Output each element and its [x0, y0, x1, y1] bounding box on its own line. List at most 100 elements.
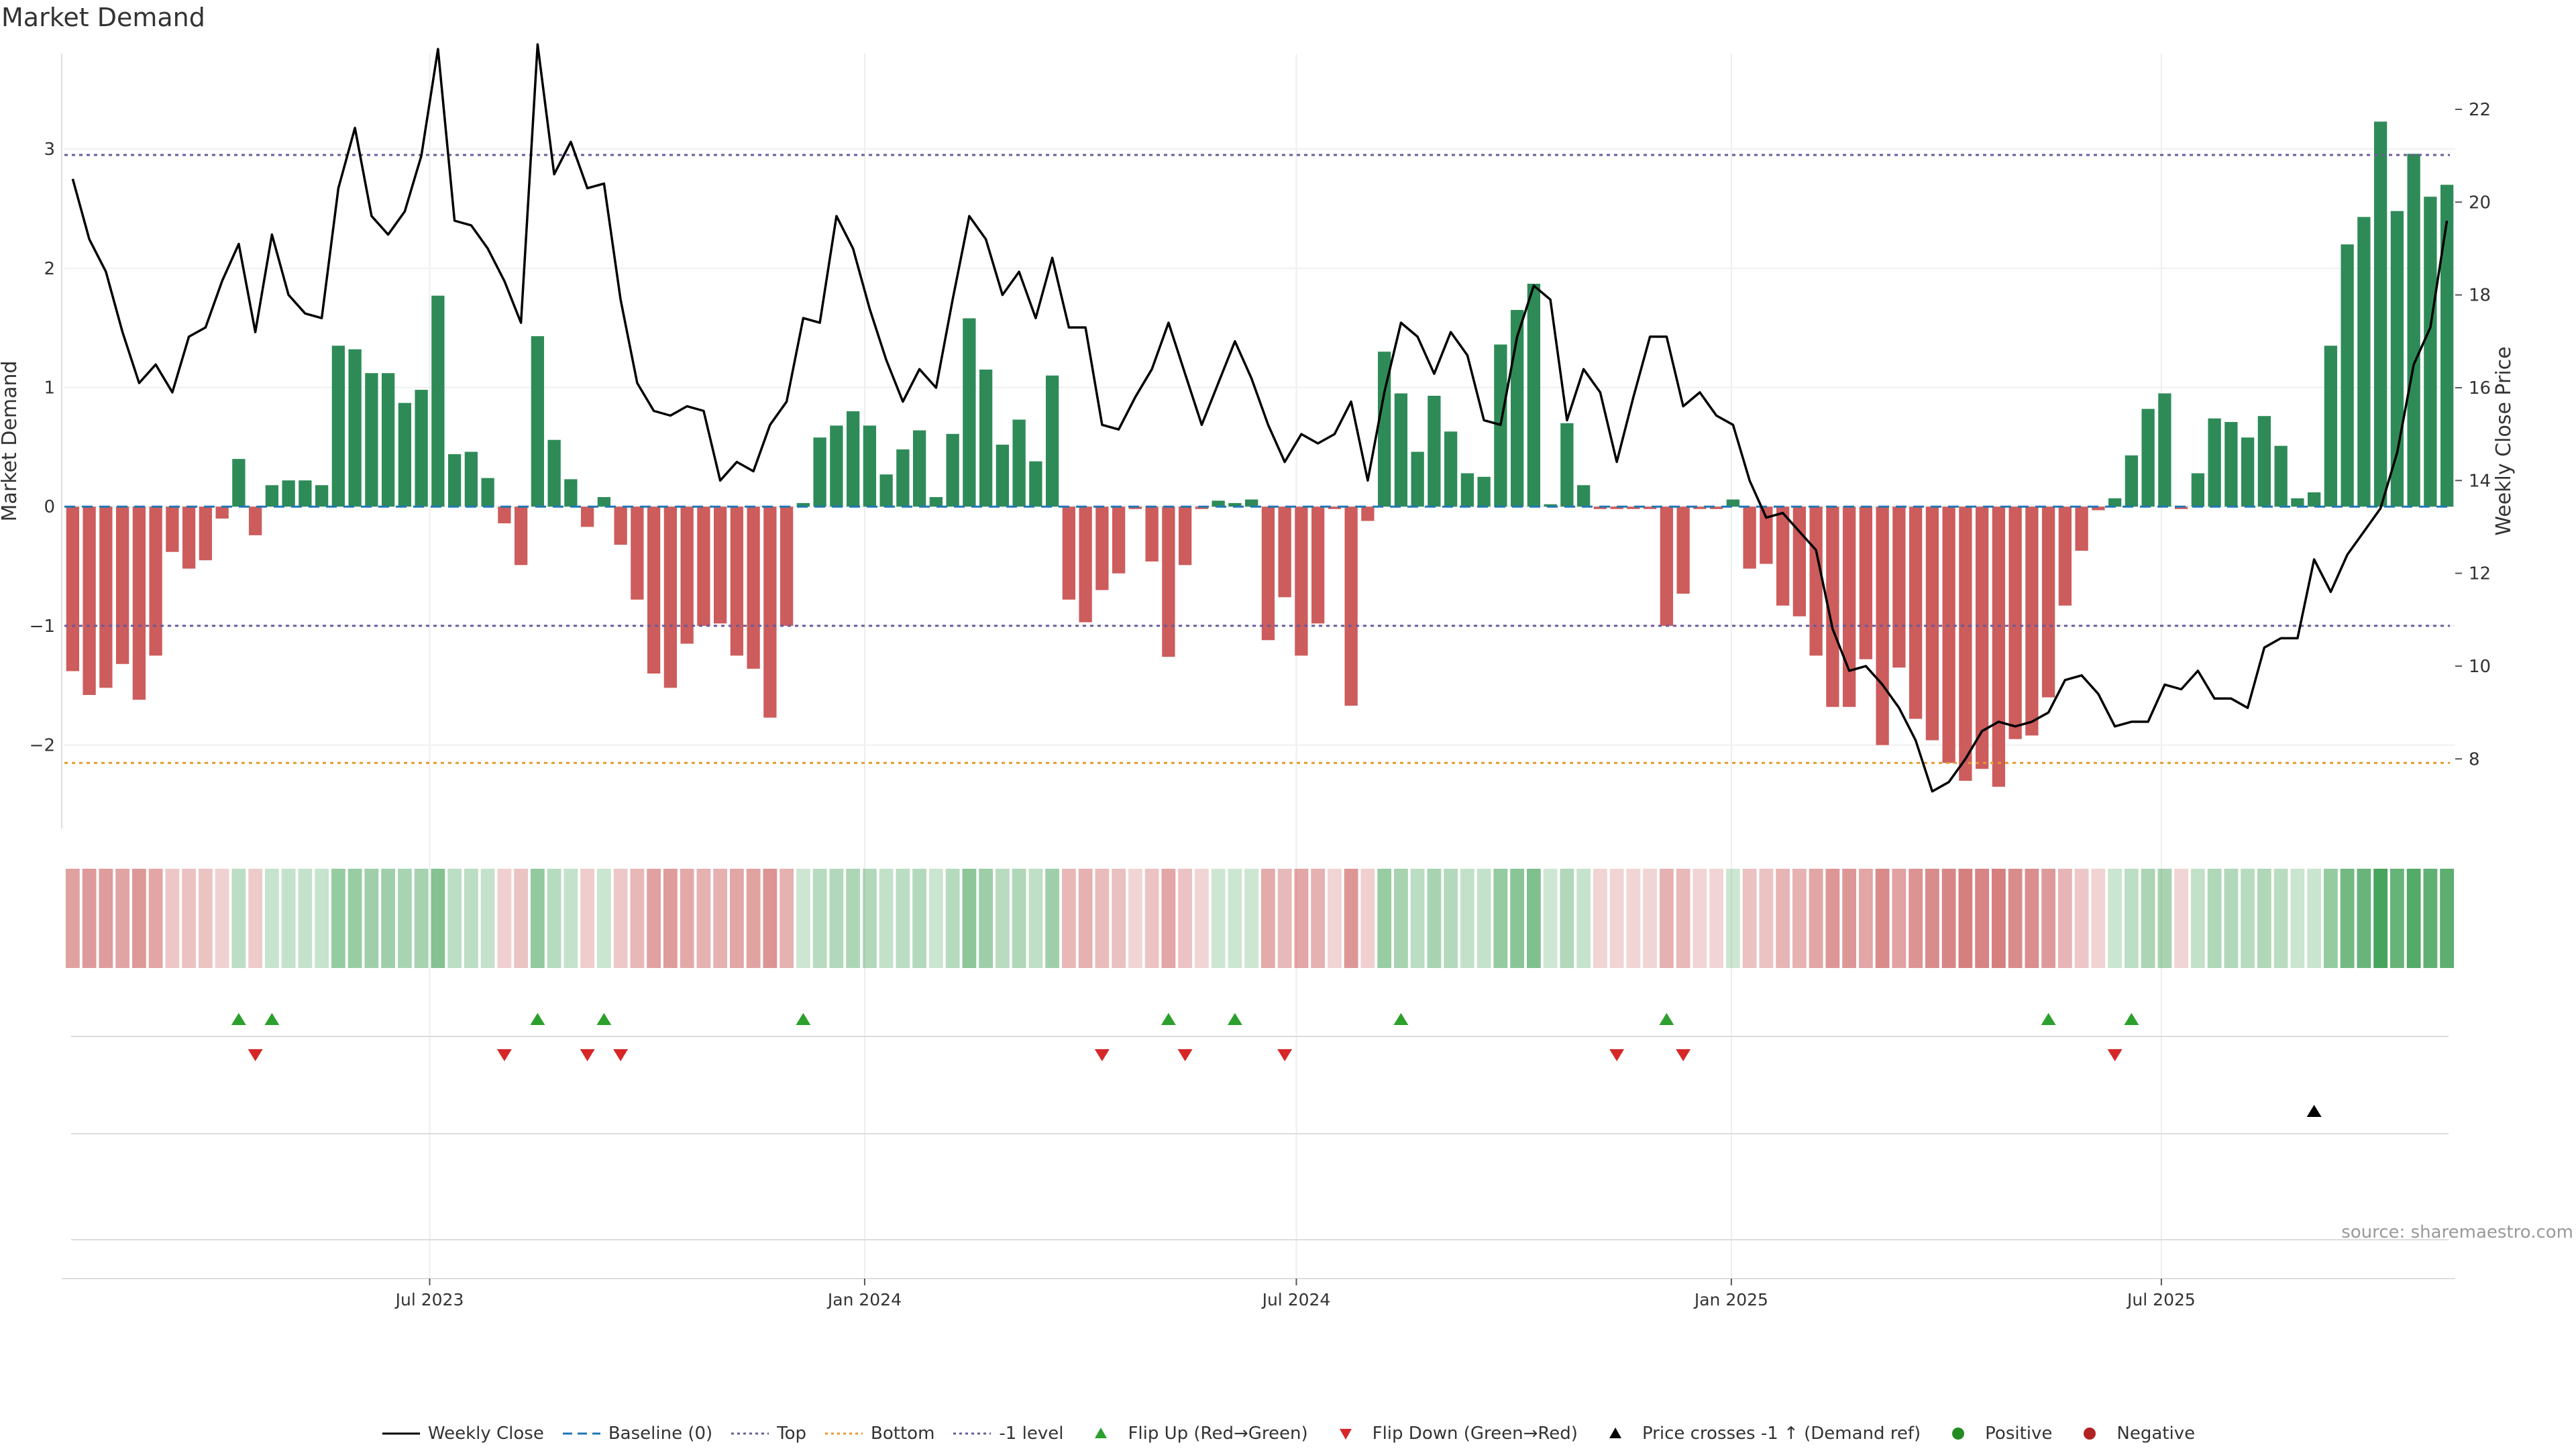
demand-bar: [531, 336, 545, 507]
strip-cell: [2373, 869, 2388, 968]
strip-cell: [1526, 869, 1541, 968]
demand-bar: [1344, 506, 1358, 706]
strip-cell: [497, 869, 512, 968]
demand-bar: [1444, 431, 1458, 507]
demand-bar: [1377, 352, 1391, 507]
legend-flip-up[interactable]: Flip Up (Red→Green): [1081, 1424, 1308, 1444]
demand-bar: [514, 506, 528, 566]
demand-bar: [1660, 506, 1674, 626]
strip-cell: [464, 869, 478, 968]
flip-up-marker: [1659, 1013, 1674, 1025]
demand-bar: [2075, 506, 2088, 551]
x-tick-label: Jul 2024: [1261, 1290, 1331, 1309]
strip-cell: [447, 869, 462, 968]
demand-bar: [763, 506, 777, 718]
legend-cross[interactable]: Price crosses -1 ↑ (Demand ref): [1595, 1424, 1921, 1444]
demand-bar: [1726, 499, 1740, 507]
y-tick-label: −2: [30, 736, 55, 756]
demand-bar: [1859, 506, 1873, 659]
demand-bar: [1394, 393, 1408, 507]
strip-cell: [1858, 869, 1873, 968]
demand-bar: [863, 425, 877, 507]
legend-flip-down[interactable]: Flip Down (Green→Red): [1326, 1424, 1578, 1444]
strip-cell: [1393, 869, 1408, 968]
strip-cell: [1909, 869, 1923, 968]
demand-bar: [547, 439, 561, 507]
strip-cell: [397, 869, 412, 968]
demand-bar: [846, 411, 860, 507]
y-tick-label: 2: [44, 259, 55, 279]
y-tick-label: −1: [30, 616, 55, 637]
strip-cell: [1277, 869, 1292, 968]
flip-down-marker: [248, 1049, 263, 1061]
strip-cell: [1676, 869, 1690, 968]
demand-bar: [1045, 375, 1059, 507]
strip-cell: [2390, 869, 2404, 968]
demand-bar: [597, 497, 611, 507]
y2-tick-label: 22: [2469, 100, 2491, 120]
demand-bar: [99, 506, 113, 688]
legend-negative[interactable]: Negative: [2070, 1424, 2195, 1444]
demand-bar: [2291, 498, 2304, 507]
demand-bar: [2241, 437, 2255, 507]
strip-cell: [1061, 869, 1076, 968]
strip-cell: [1825, 869, 1840, 968]
strip-cell: [2257, 869, 2271, 968]
strip-cell: [2241, 869, 2255, 968]
legend-weekly-close[interactable]: Weekly Close: [381, 1424, 544, 1444]
legend-neg-one[interactable]: -1 level: [952, 1424, 1063, 1444]
legend-label: Flip Up (Red→Green): [1128, 1424, 1308, 1444]
strip-cell: [281, 869, 296, 968]
legend-label: Positive: [1985, 1424, 2053, 1444]
flip-up-marker: [530, 1013, 545, 1025]
demand-bar: [232, 459, 246, 507]
legend-top[interactable]: Top: [730, 1424, 806, 1444]
demand-bar: [2025, 506, 2039, 736]
y2-tick-label: 12: [2469, 564, 2491, 584]
y2-tick-label: 10: [2469, 657, 2491, 677]
strip-cell: [131, 869, 146, 968]
demand-bar: [1162, 506, 1175, 657]
demand-bar: [1079, 506, 1092, 623]
legend: Weekly Close Baseline (0) Top Bottom -1 …: [0, 1424, 2576, 1444]
demand-bar: [796, 502, 810, 507]
demand-bar: [1012, 419, 1026, 507]
strip-cell: [1560, 869, 1574, 968]
demand-bar: [996, 444, 1010, 507]
strip-cell: [1809, 869, 1823, 968]
triangle-down-icon: [1339, 1429, 1352, 1440]
strip-cell: [846, 869, 861, 968]
demand-bar: [498, 506, 511, 524]
demand-bar: [879, 474, 893, 507]
demand-bar: [1128, 506, 1142, 509]
strip-cell: [1776, 869, 1790, 968]
demand-bar: [431, 295, 445, 507]
demand-bar: [1760, 506, 1773, 564]
strip-cell: [514, 869, 529, 968]
demand-bar: [381, 373, 395, 507]
strip-cell: [99, 869, 113, 968]
strip-cell: [1344, 869, 1358, 968]
strip-cell: [1693, 869, 1707, 968]
y-tick-label: 0: [44, 497, 55, 517]
strip-cell: [1161, 869, 1176, 968]
strip-cell: [331, 869, 345, 968]
legend-label: Negative: [2116, 1424, 2196, 1444]
demand-bar: [1295, 506, 1308, 656]
legend-bottom[interactable]: Bottom: [824, 1424, 934, 1444]
strip-cell: [1377, 869, 1392, 968]
strip-cell: [1260, 869, 1275, 968]
demand-bar: [647, 506, 661, 674]
strip-cell: [912, 869, 927, 968]
strip-cell: [1759, 869, 1774, 968]
strip-cell: [780, 869, 794, 968]
demand-bar: [1593, 506, 1607, 509]
strip-cell: [796, 869, 810, 968]
circle-icon: [1952, 1428, 1965, 1440]
legend-baseline[interactable]: Baseline (0): [561, 1424, 712, 1444]
flip-down-marker: [1676, 1049, 1691, 1061]
demand-bar: [464, 451, 478, 507]
flip-down-marker: [1609, 1049, 1625, 1061]
demand-bar: [1892, 506, 1906, 668]
legend-positive[interactable]: Positive: [1938, 1424, 2052, 1444]
